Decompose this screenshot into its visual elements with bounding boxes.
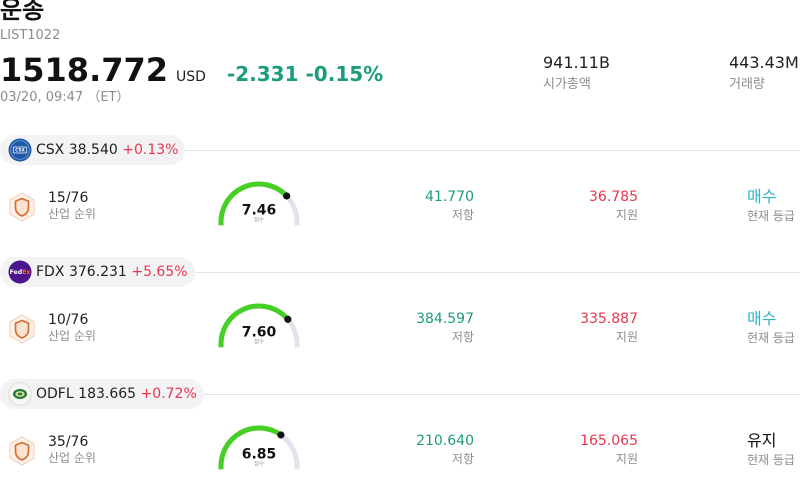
industry-rank: 15/76 [48,190,89,206]
odfl-logo [8,382,32,406]
support-label: 지원 [615,330,638,344]
market-cap: 941.11B 시가총액 [543,53,610,93]
industry-rank-label: 산업 순위 [48,329,96,343]
stock-section: CSX CSX 38.540 +0.13% 15/76 산업 순위 7.46 점수 … [0,135,800,233]
stock-section: FedEx FDX 376.231 +5.65% 10/76 산업 순위 7.60 … [0,257,800,355]
shield-outline [14,197,30,217]
industry-rank: 35/76 [48,434,89,450]
resistance-label: 저항 [451,208,474,222]
stock-section: ODFL 183.665 +0.72% 35/76 산업 순위 6.85 점수 21… [0,379,800,477]
support-value: 165.065 [580,433,638,449]
gauge-score-label: 점수 [254,339,264,346]
gauge-score: 7.60 [242,325,277,341]
shield-icon [9,436,35,466]
resistance-value: 210.640 [416,433,474,449]
gauge-score: 6.85 [242,447,277,463]
shield-icon [9,192,35,222]
current-grade-label: 현재 등급 [747,453,795,467]
logo-lettering-part-b: Ex [22,269,30,276]
logo-lettering: CSX [15,148,25,153]
current-grade: 유지 [747,431,777,450]
stock-chip-fdx[interactable]: FedEx FDX 376.231 +5.65% [0,257,195,287]
gauge-fill [218,181,289,226]
gauge-fill [218,425,283,470]
industry-rank-label: 산업 순위 [48,207,96,221]
stock-change-percent: +0.72% [140,386,197,402]
page-title: 운송 [0,0,45,24]
logo-emblem-inner [17,392,23,396]
csx-logo: CSX [8,138,32,162]
price-change-percent: -0.15% [305,62,384,86]
stock-ticker: FDX [36,264,65,280]
quote-timestamp: 03/20, 09:47 （ET） [0,90,130,105]
industry-rank: 10/76 [48,312,89,328]
logo-circle [8,138,32,162]
volume: 443.43M 거래량 [729,53,799,93]
support-value: 36.785 [589,189,638,205]
shield-icon [9,314,35,344]
logo-lettering-part-a: Fed [10,269,23,276]
market-cap-label: 시가총액 [543,77,591,92]
gauge-score: 7.46 [242,203,277,219]
resistance-label: 저항 [451,330,474,344]
market-cap-value: 941.11B [543,53,610,72]
stock-ticker: ODFL [36,386,74,402]
stock-price: 183.665 [78,386,137,402]
stock-price: 376.231 [68,264,127,280]
support-label: 지원 [615,452,638,466]
volume-value: 443.43M [729,53,799,72]
stock-price: 38.540 [68,142,118,158]
stock-header: ODFL 183.665 +0.72% [0,379,800,409]
score-gauge: 7.60 점수 [218,303,300,348]
index-price: 1518.772 [0,51,169,89]
score-gauge: 7.46 점수 [218,181,300,226]
stock-header: CSX CSX 38.540 +0.13% [0,135,800,165]
resistance-label: 저항 [451,452,474,466]
support-label: 지원 [615,208,638,222]
stock-change-percent: +5.65% [131,264,188,280]
current-grade-label: 현재 등급 [747,331,795,345]
logo-frame [12,146,28,154]
gauge-score-label: 점수 [254,461,264,468]
industry-rank-label: 산업 순위 [48,451,96,465]
gauge-score-label: 점수 [254,217,264,224]
gauge-fill [218,303,290,348]
stock-metrics-row[interactable]: 35/76 산업 순위 6.85 점수 210.640 저항 165.065 지… [0,419,800,477]
resistance-value: 384.597 [416,311,474,327]
section-divider [203,393,800,395]
list-code: LIST1022 [0,28,61,43]
section-divider [185,149,800,151]
stock-metrics-row[interactable]: 15/76 산업 순위 7.46 점수 41.770 저항 36.785 지원 … [0,175,800,233]
resistance-value: 41.770 [425,189,474,205]
volume-label: 거래량 [729,77,765,92]
gauge-indicator [283,192,291,200]
index-quote: 1518.772 USD -2.331 -0.15% [0,54,383,86]
stock-chip-odfl[interactable]: ODFL 183.665 +0.72% [0,379,204,409]
logo-circle [8,260,32,284]
fedex-logo: FedEx [8,260,32,284]
logo-ring [10,140,30,160]
currency-label: USD [176,69,206,85]
stock-header: FedEx FDX 376.231 +5.65% [0,257,800,287]
stock-metrics-row[interactable]: 10/76 산업 순위 7.60 점수 384.597 저항 335.887 지… [0,297,800,355]
stock-change-percent: +0.13% [122,142,179,158]
shield-outline [14,319,30,339]
stock-ticker: CSX [36,142,65,158]
logo-lettering: FedEx [10,269,31,276]
price-change: -2.331 [226,62,299,86]
current-grade-label: 현재 등급 [747,209,795,223]
gauge-indicator [284,315,292,323]
section-divider [194,271,800,273]
stock-chip-csx[interactable]: CSX CSX 38.540 +0.13% [0,135,186,165]
score-gauge: 6.85 점수 [218,425,300,470]
support-value: 335.887 [580,311,638,327]
shield-outline [14,441,30,461]
gauge-indicator [277,431,285,439]
current-grade: 매수 [747,187,777,206]
current-grade: 매수 [747,309,777,328]
